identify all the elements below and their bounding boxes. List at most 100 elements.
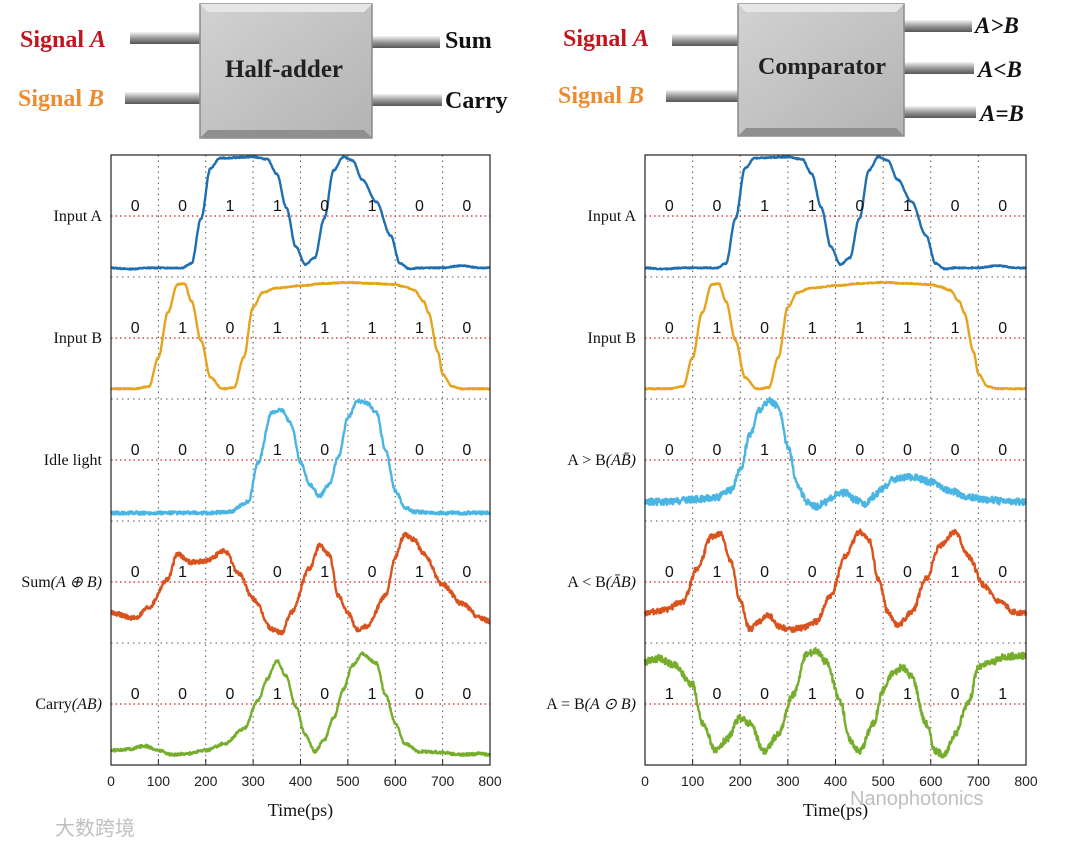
half-adder-input-b: Signal B [18,86,104,112]
bit-label: 1 [273,198,282,215]
series-input-a: 0 0 1 1 0 1 0 0 Input A [54,155,491,271]
bit-label: 1 [903,198,912,215]
bit-label: 1 [808,198,817,215]
comparator-output-eq: A=B [978,101,1024,126]
bit-label: 0 [951,198,960,215]
row-label-var: (A ⊕ B) [51,574,102,591]
half-adder-pin-sum [368,36,440,48]
row-label: Input B [54,330,102,347]
comparator-pin-eq [898,106,976,118]
x-tick-label: 600 [384,773,408,789]
bit-label: 1 [320,320,329,337]
row-label: Input A [54,208,103,225]
series-a-b: 0 0 1 0 0 0 0 0 A > B(AB̄) [567,396,1028,511]
bit-label: 0 [760,686,769,703]
bit-label: 0 [462,442,471,459]
row-label: Idle light [44,452,103,469]
bit-label: 0 [903,564,912,581]
bit-label: 1 [760,442,769,459]
bit-label: 0 [320,442,329,459]
comparator-bevel-bottom [738,128,904,136]
row-label-var: (ĀB) [606,574,636,591]
bit-label: 0 [712,198,721,215]
bit-label: 0 [855,686,864,703]
waveform-line [110,531,491,636]
bit-label: 1 [760,198,769,215]
x-tick-label: 0 [107,773,115,789]
x-tick-label: 500 [871,773,895,789]
bit-label: 1 [998,686,1007,703]
bit-label: 1 [903,686,912,703]
bit-label: 1 [368,442,377,459]
half-adder-box [199,3,373,139]
waveform-line [643,647,1027,759]
bit-label: 0 [903,442,912,459]
x-tick-label: 200 [729,773,753,789]
comparator-box [737,3,905,137]
half-adder-pin-carry [368,94,442,106]
series-input-b: 0 1 0 1 1 1 1 0 Input B [54,280,491,391]
half-adder-output-sum: Sum [445,28,492,54]
waveform-line [110,399,492,516]
x-tick-label: 300 [776,773,800,789]
x-tick-label: 200 [194,773,218,789]
x-tick-label: 700 [967,773,991,789]
x-tick-label: 0 [641,773,649,789]
x-tick-label: 400 [824,773,848,789]
row-label-text: Input A [588,208,637,225]
comparator-title: Comparator [758,54,886,80]
waveform-line [644,280,1027,391]
half-adder-title: Half-adder [225,56,343,83]
comparator-input-a: Signal A [563,26,649,52]
bit-label: 0 [131,442,140,459]
half-adder-bevel-bottom [200,130,372,138]
row-label-text: A = B [546,696,584,713]
bit-label: 0 [808,564,817,581]
bit-label: 0 [131,686,140,703]
bit-label: 1 [665,686,674,703]
row-label: A = B(A ⊙ B) [546,696,636,713]
bit-label: 0 [855,442,864,459]
row-label: Sum(A ⊕ B) [21,574,102,591]
bit-label: 1 [273,320,282,337]
bit-label: 0 [665,442,674,459]
bit-label: 0 [462,564,471,581]
half-adder-bevel [200,4,372,12]
series-a-b: 0 1 0 0 1 0 1 0 A < B(ĀB) [567,528,1028,634]
bit-label: 0 [131,320,140,337]
x-tick-label: 400 [289,773,313,789]
bit-label: 0 [225,320,234,337]
waveform-line [644,155,1027,271]
bit-label: 1 [368,320,377,337]
half-adder-diagram: Half-adder Signal A Signal B Sum Carry [18,3,508,139]
bit-label: 0 [415,686,424,703]
comparator-diagram: Comparator Signal A Signal B A>B A<B A=B [558,3,1024,137]
bit-label: 0 [462,320,471,337]
comparator-pin-b [666,90,742,102]
series-input-b: 0 1 0 1 1 1 1 0 Input B [588,280,1027,391]
bit-label: 0 [665,320,674,337]
row-label: A > B(AB̄) [567,452,636,469]
bit-label: 1 [178,320,187,337]
row-label-text: Idle light [44,452,103,469]
x-tick-label: 100 [681,773,705,789]
comparator-pin-lt [898,62,974,74]
bit-label: 1 [415,320,424,337]
bit-label: 0 [320,198,329,215]
x-axis-label: Time(ps) [803,800,868,821]
half-adder-pin-a [130,32,204,44]
bit-label: 1 [225,564,234,581]
bit-label: 0 [951,686,960,703]
comparator-output-gt: A>B [973,13,1019,38]
bit-label: 1 [415,564,424,581]
half-adder-input-b-prefix: Signal [18,86,88,112]
bit-label: 0 [320,686,329,703]
bit-label: 0 [462,198,471,215]
bit-label: 1 [808,320,817,337]
bit-label: 0 [368,564,377,581]
comparator-bevel [738,4,904,12]
row-label-text: Input B [588,330,636,347]
